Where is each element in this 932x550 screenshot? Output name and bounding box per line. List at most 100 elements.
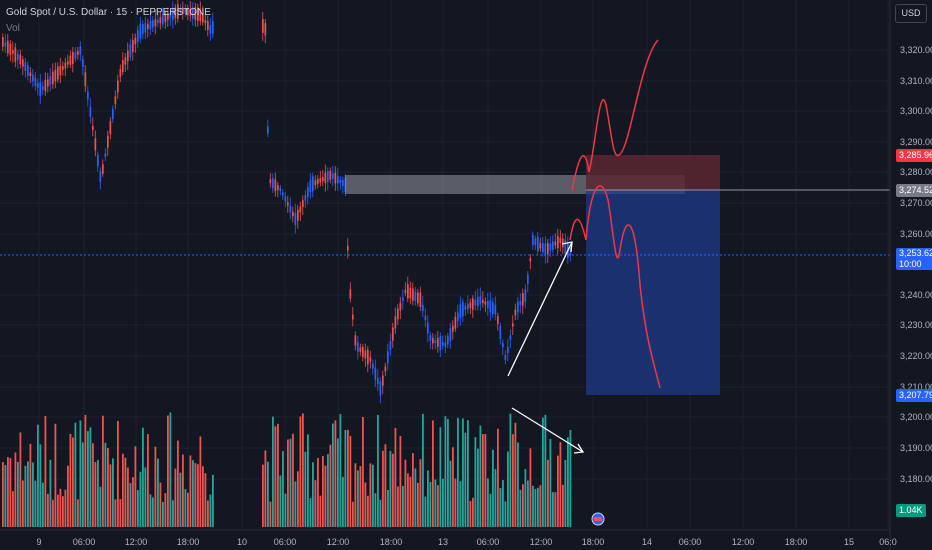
volume-bar xyxy=(67,465,69,527)
time-axis-label: 18:00 xyxy=(176,537,200,547)
volume-bar xyxy=(4,465,7,527)
candle xyxy=(262,19,264,33)
volume-bar xyxy=(327,454,329,527)
candle xyxy=(367,349,369,365)
candle xyxy=(147,24,149,29)
candle xyxy=(102,164,104,174)
volume-bar xyxy=(197,464,199,527)
volume-bar xyxy=(89,427,92,527)
volume-bar xyxy=(7,457,9,527)
volume-bar xyxy=(74,422,77,527)
candle xyxy=(24,62,27,72)
candle xyxy=(49,76,52,85)
bullish-projection[interactable] xyxy=(571,39,659,191)
candle xyxy=(394,316,397,329)
volume-bar xyxy=(344,430,347,527)
symbol-title: Gold Spot / U.S. Dollar · 15 · PEPPERSTO… xyxy=(6,7,211,18)
volume-bar xyxy=(209,494,212,527)
candle xyxy=(492,302,494,314)
candle xyxy=(117,80,119,93)
volume-bar xyxy=(87,431,89,527)
candle xyxy=(532,234,534,246)
time-axis-label: 18:00 xyxy=(784,537,808,547)
candle xyxy=(512,323,514,327)
uptrend-arrow[interactable] xyxy=(507,241,573,377)
bearish-projection[interactable] xyxy=(569,185,661,389)
volume-bar xyxy=(109,464,112,527)
volume-bar xyxy=(444,416,447,527)
volume-bar xyxy=(317,458,319,527)
candle xyxy=(502,342,504,348)
time-axis-label: 18:00 xyxy=(581,537,605,547)
candle xyxy=(279,188,282,192)
volume-bar xyxy=(119,499,122,527)
volume-bar xyxy=(562,484,564,527)
candle xyxy=(469,302,472,309)
candle xyxy=(197,7,199,21)
flag-icon[interactable] xyxy=(591,512,605,526)
volume-bar xyxy=(452,447,454,527)
candle xyxy=(559,237,562,243)
candle xyxy=(304,195,307,201)
volume-bar xyxy=(182,454,184,527)
volume-bar xyxy=(394,427,397,527)
volume-bar xyxy=(402,486,404,527)
volume-bar xyxy=(302,413,304,527)
currency-button[interactable]: USD xyxy=(895,4,927,23)
candle xyxy=(264,23,267,36)
candle xyxy=(404,289,407,294)
candle xyxy=(552,240,554,250)
volume-bar xyxy=(439,427,442,527)
candle xyxy=(39,82,42,97)
volume-bar xyxy=(357,470,359,527)
candle xyxy=(74,52,77,59)
candle xyxy=(107,135,109,148)
target-zone[interactable] xyxy=(586,190,720,395)
volume-bar xyxy=(59,488,62,527)
time-axis-label: 15 xyxy=(843,537,855,547)
volume-bar xyxy=(434,479,437,527)
volume-bar xyxy=(514,422,517,527)
candle xyxy=(422,304,424,312)
volume-bar xyxy=(184,489,187,527)
candle xyxy=(87,91,89,100)
candle xyxy=(477,296,479,307)
candle xyxy=(352,314,354,320)
candle xyxy=(179,8,182,12)
volume-bar xyxy=(417,482,419,527)
volume-bar xyxy=(42,482,44,527)
volume-bar xyxy=(114,499,117,527)
candle xyxy=(97,154,99,167)
price-axis-label: 3,260.00 xyxy=(900,229,932,239)
candle xyxy=(79,46,82,55)
volume-bar xyxy=(284,493,287,527)
volume-bar xyxy=(384,444,387,527)
candle xyxy=(9,43,12,56)
candle xyxy=(554,241,557,246)
candle xyxy=(459,304,462,319)
candle xyxy=(89,106,92,117)
candle xyxy=(4,42,7,47)
volume-bar xyxy=(17,461,19,527)
volume-bar xyxy=(522,484,524,527)
candle xyxy=(314,180,317,186)
candle xyxy=(569,252,572,256)
candle xyxy=(12,50,14,54)
candle xyxy=(77,51,79,55)
candle xyxy=(282,192,284,196)
candle xyxy=(364,350,367,359)
candle xyxy=(379,381,382,396)
candle xyxy=(372,363,374,369)
loss-zone[interactable] xyxy=(586,155,720,190)
volume-bar xyxy=(359,466,362,527)
candle xyxy=(524,289,527,302)
candle xyxy=(462,301,464,317)
candle xyxy=(389,341,392,351)
candle xyxy=(72,52,74,64)
candle xyxy=(137,30,139,42)
candle xyxy=(522,293,524,306)
volume-divergence-arrow[interactable] xyxy=(511,407,585,454)
candle xyxy=(334,172,337,184)
volume-bar xyxy=(82,442,84,527)
